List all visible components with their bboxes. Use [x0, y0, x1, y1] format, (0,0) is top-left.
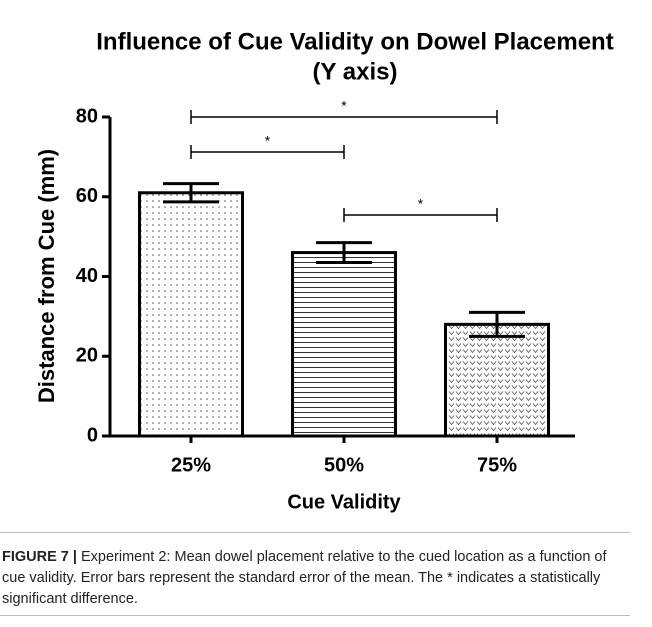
bar — [291, 251, 397, 438]
significance-label: * — [265, 133, 271, 149]
bar — [138, 191, 244, 438]
caption: FIGURE 7 | Experiment 2: Mean dowel plac… — [0, 532, 630, 616]
x-axis-label: Cue Validity — [287, 491, 401, 513]
x-tick-label: 75% — [477, 454, 517, 476]
caption-text: Experiment 2: Mean dowel placement relat… — [2, 549, 607, 607]
caption-label: FIGURE 7 | — [2, 549, 77, 565]
chart: Influence of Cue Validity on Dowel Place… — [34, 28, 614, 513]
y-tick-label: 80 — [76, 105, 98, 127]
y-tick-label: 0 — [87, 424, 98, 446]
y-tick-label: 20 — [76, 345, 98, 367]
y-axis-label: Distance from Cue (mm) — [34, 149, 59, 403]
bar — [444, 322, 550, 438]
x-tick-label: 25% — [171, 454, 211, 476]
significance-label: * — [341, 98, 347, 114]
chart-title: Influence of Cue Validity on Dowel Place… — [96, 28, 613, 55]
y-tick-label: 60 — [76, 185, 98, 207]
x-tick-label: 50% — [324, 454, 364, 476]
chart-subtitle: (Y axis) — [313, 58, 398, 85]
y-tick-label: 40 — [76, 265, 98, 287]
significance-label: * — [418, 196, 424, 212]
